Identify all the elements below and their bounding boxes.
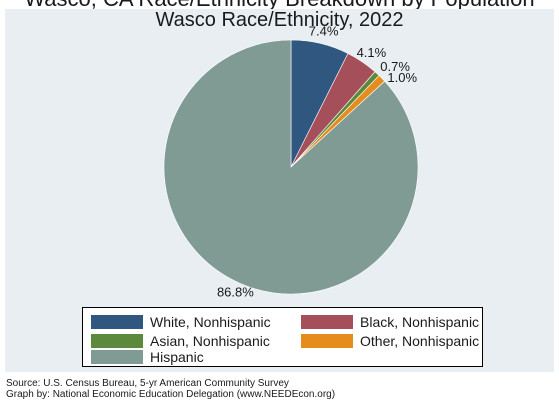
legend-label-black: Black, Nonhispanic xyxy=(360,314,480,330)
footer: Source: U.S. Census Bureau, 5-yr America… xyxy=(6,378,335,400)
legend-label-other: Other, Nonhispanic xyxy=(360,333,480,349)
legend-swatch-hispanic xyxy=(91,350,143,364)
slice-label-hispanic: 86.8% xyxy=(217,285,254,300)
source-note: Source: U.S. Census Bureau, 5-yr America… xyxy=(6,378,289,389)
slice-label-asian: 0.7% xyxy=(380,59,410,74)
legend-label-asian: Asian, Nonhispanic xyxy=(150,333,270,349)
legend-swatch-asian xyxy=(91,334,143,348)
legend-label-white: White, Nonhispanic xyxy=(150,314,271,330)
legend-swatch-black xyxy=(301,315,353,329)
legend-swatch-other xyxy=(301,334,353,348)
legend-label-hispanic: Hispanic xyxy=(150,349,204,365)
chart-title: Wasco Race/Ethnicity, 2022 xyxy=(155,9,404,31)
slice-label-white: 7.4% xyxy=(309,24,339,39)
pie-chart: 7.4% 4.1%0.7%1.0% 86.8% xyxy=(163,24,419,300)
cut-off-heading: Wasco, CA Race/Ethnicity Breakdown by Po… xyxy=(0,0,559,10)
credit-note: Graph by: National Economic Education De… xyxy=(6,389,336,400)
pie-slice-hispanic xyxy=(163,39,419,295)
legend-swatch-white xyxy=(91,315,143,329)
slice-label-black: 4.1% xyxy=(357,45,387,60)
legend: White, Nonhispanic Black, Nonhispanic As… xyxy=(82,307,483,367)
slice-label-other: 1.0% xyxy=(387,70,417,85)
